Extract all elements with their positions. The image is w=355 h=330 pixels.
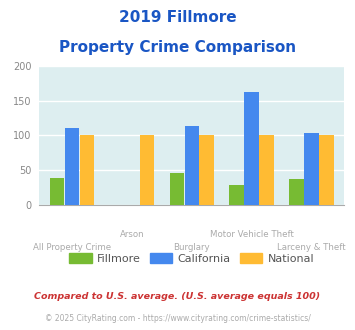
Bar — [244, 92, 259, 205]
Text: All Property Crime: All Property Crime — [33, 244, 111, 252]
Bar — [319, 135, 334, 205]
Text: © 2025 CityRating.com - https://www.cityrating.com/crime-statistics/: © 2025 CityRating.com - https://www.city… — [45, 314, 310, 323]
Bar — [140, 135, 154, 205]
Text: Larceny & Theft: Larceny & Theft — [277, 244, 346, 252]
Legend: Fillmore, California, National: Fillmore, California, National — [65, 249, 318, 268]
Text: Arson: Arson — [120, 230, 144, 239]
Bar — [80, 135, 94, 205]
Bar — [170, 173, 184, 205]
Bar — [185, 126, 199, 205]
Bar — [200, 135, 214, 205]
Bar — [229, 184, 244, 205]
Bar — [50, 178, 64, 205]
Text: 2019 Fillmore: 2019 Fillmore — [119, 10, 236, 25]
Bar — [304, 133, 318, 205]
Text: Compared to U.S. average. (U.S. average equals 100): Compared to U.S. average. (U.S. average … — [34, 292, 321, 301]
Bar — [260, 135, 274, 205]
Text: Property Crime Comparison: Property Crime Comparison — [59, 40, 296, 54]
Text: Motor Vehicle Theft: Motor Vehicle Theft — [209, 230, 294, 239]
Text: Burglary: Burglary — [173, 244, 210, 252]
Bar — [289, 179, 304, 205]
Bar — [65, 128, 79, 205]
